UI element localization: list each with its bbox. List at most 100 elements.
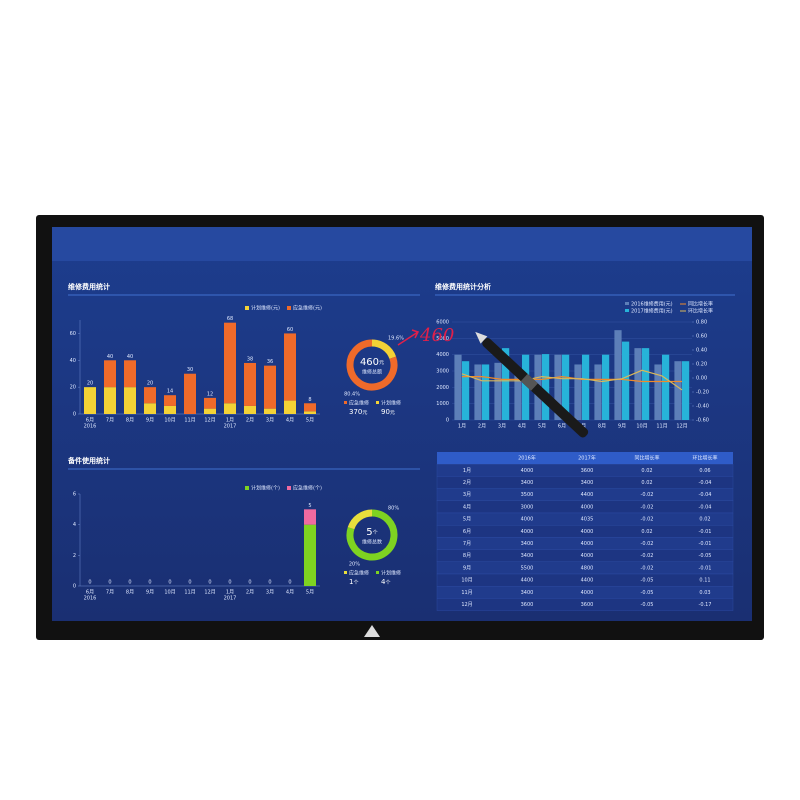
table-cell: 1月 xyxy=(463,468,471,474)
bar xyxy=(622,341,630,420)
y-tick-label: 60 xyxy=(70,331,76,337)
table-cell: -0.02 xyxy=(641,541,654,547)
donut-total-value: 460 xyxy=(360,357,379,368)
table-cell: -0.05 xyxy=(699,553,712,559)
x-tick-label: 2月 xyxy=(246,418,254,424)
table-header-bg xyxy=(437,452,733,465)
legend-amount: 1个 xyxy=(349,578,358,586)
bar xyxy=(514,371,522,420)
table-cell: 4月 xyxy=(463,504,471,510)
bar-total-label: 40 xyxy=(127,354,133,360)
x-tick-label: 5月 xyxy=(538,424,546,430)
table-cell: 3000 xyxy=(521,504,534,510)
bar xyxy=(562,354,570,420)
y-tick-label: 3000 xyxy=(436,369,449,375)
x-tick-label: 8月 xyxy=(126,418,134,424)
table-cell: 5500 xyxy=(521,565,534,571)
table-cell: -0.02 xyxy=(641,517,654,523)
donut-label: 维修总额 xyxy=(362,369,382,376)
table-cell: 8月 xyxy=(463,553,471,559)
x-tick-label: 6月 xyxy=(558,424,566,430)
x-tick-label: 11月 xyxy=(184,590,195,596)
y2-tick-label: 0.40 xyxy=(696,348,707,354)
x-year-label: 2017 xyxy=(224,596,237,602)
bar xyxy=(642,348,650,420)
bar-segment xyxy=(124,387,136,414)
logo xyxy=(364,625,380,637)
rate-line xyxy=(462,375,682,383)
bar xyxy=(462,361,470,420)
x-tick-label: 2月 xyxy=(246,590,254,596)
stylus xyxy=(475,331,589,438)
bar xyxy=(602,354,610,420)
table-cell: -0.02 xyxy=(641,504,654,510)
panel-title: 维修费用统计分析 xyxy=(435,282,491,291)
bar-total-label: 0 xyxy=(208,580,211,586)
bar-segment xyxy=(304,411,316,414)
bar-total-label: 20 xyxy=(147,381,153,387)
donut-total: 5个 xyxy=(366,527,377,538)
table-cell: 9月 xyxy=(463,565,471,571)
y-tick-label: 4 xyxy=(73,522,76,528)
y-tick-label: 40 xyxy=(70,358,76,364)
x-tick-label: 9月 xyxy=(146,418,154,424)
bar xyxy=(502,348,510,420)
donut-total-unit: 个 xyxy=(373,530,378,536)
bar-total-label: 60 xyxy=(287,327,293,333)
y2-tick-label: 0.80 xyxy=(696,320,707,326)
bar xyxy=(494,362,502,420)
y-tick-label: 0 xyxy=(73,584,76,590)
x-year-label: 2017 xyxy=(224,424,237,430)
donut-total: 460元 xyxy=(360,357,384,368)
legend-swatch xyxy=(344,571,347,574)
ink-arrow xyxy=(397,329,420,346)
table-cell: -0.01 xyxy=(699,541,712,547)
table-cell: 4000 xyxy=(581,504,594,510)
y2-tick-label: 0.60 xyxy=(696,334,707,340)
rate-line xyxy=(461,369,683,391)
donut-segment xyxy=(347,509,373,530)
bar-segment xyxy=(304,524,316,586)
donut-segment xyxy=(371,339,397,360)
bar-segment xyxy=(224,322,236,404)
bar-segment xyxy=(144,403,156,414)
panel-title: 维修费用统计 xyxy=(68,282,110,291)
table-cell: 4000 xyxy=(581,529,594,535)
table-cell: 3400 xyxy=(581,480,594,486)
bar-total-label: 38 xyxy=(247,356,253,362)
x-tick-label: 3月 xyxy=(266,418,274,424)
bar xyxy=(574,364,582,420)
bar xyxy=(482,364,490,420)
table-cell: 0.11 xyxy=(699,578,710,584)
y2-tick-label: -0.60 xyxy=(696,418,709,424)
table-cell: 3400 xyxy=(521,590,534,596)
table-cell: 5月 xyxy=(463,517,471,523)
x-tick-label: 10月 xyxy=(164,418,175,424)
bar-total-label: 0 xyxy=(128,580,131,586)
y-tick-label: 6 xyxy=(73,492,76,498)
bar xyxy=(582,354,590,420)
table-cell: 4000 xyxy=(521,517,534,523)
x-tick-label: 4月 xyxy=(518,424,526,430)
amount-unit: 个 xyxy=(353,580,358,586)
x-tick-label: 8月 xyxy=(126,590,134,596)
legend-swatch xyxy=(625,302,629,305)
donut-percent: 80% xyxy=(388,506,399,512)
bar xyxy=(474,364,482,420)
x-tick-label: 12月 xyxy=(204,418,215,424)
x-tick-label: 5月 xyxy=(306,590,314,596)
legend-swatch xyxy=(245,486,249,490)
legend-amount: 370元 xyxy=(349,408,367,416)
bar xyxy=(594,364,602,420)
y-tick-label: 2000 xyxy=(436,385,449,391)
bar xyxy=(662,354,670,420)
bar-segment xyxy=(244,362,256,406)
table-cell: 4035 xyxy=(581,517,594,523)
bar-segment xyxy=(124,360,136,388)
bar-total-label: 0 xyxy=(88,580,91,586)
x-tick-label: 7月 xyxy=(106,590,114,596)
bar-total-label: 40 xyxy=(107,354,113,360)
legend-swatch xyxy=(287,486,291,490)
donut-total-value: 5 xyxy=(366,527,372,538)
legend-label: 环比增长率 xyxy=(688,308,713,315)
